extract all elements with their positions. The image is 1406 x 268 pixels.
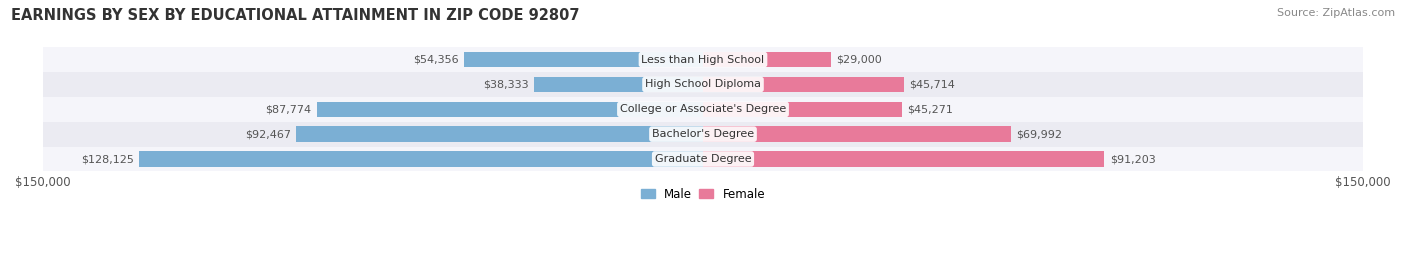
- Legend: Male, Female: Male, Female: [636, 183, 770, 205]
- Bar: [139, 151, 703, 167]
- Bar: [703, 126, 1011, 142]
- Bar: [42, 122, 1364, 147]
- Text: $45,271: $45,271: [907, 104, 953, 114]
- Text: $92,467: $92,467: [245, 129, 291, 139]
- Bar: [297, 126, 703, 142]
- Bar: [703, 102, 903, 117]
- Bar: [534, 77, 703, 92]
- Bar: [42, 147, 1364, 172]
- Bar: [703, 151, 1104, 167]
- Text: Source: ZipAtlas.com: Source: ZipAtlas.com: [1277, 8, 1395, 18]
- Text: $69,992: $69,992: [1017, 129, 1063, 139]
- Text: $29,000: $29,000: [837, 55, 882, 65]
- Bar: [316, 102, 703, 117]
- Text: EARNINGS BY SEX BY EDUCATIONAL ATTAINMENT IN ZIP CODE 92807: EARNINGS BY SEX BY EDUCATIONAL ATTAINMEN…: [11, 8, 579, 23]
- Text: Bachelor's Degree: Bachelor's Degree: [652, 129, 754, 139]
- Text: $128,125: $128,125: [82, 154, 134, 164]
- Bar: [42, 72, 1364, 97]
- Bar: [42, 97, 1364, 122]
- Text: $38,333: $38,333: [484, 79, 529, 90]
- Text: $87,774: $87,774: [266, 104, 311, 114]
- Text: $45,714: $45,714: [910, 79, 955, 90]
- Text: $54,356: $54,356: [413, 55, 458, 65]
- Text: $91,203: $91,203: [1109, 154, 1156, 164]
- Bar: [703, 52, 831, 67]
- Bar: [464, 52, 703, 67]
- Text: College or Associate's Degree: College or Associate's Degree: [620, 104, 786, 114]
- Text: Graduate Degree: Graduate Degree: [655, 154, 751, 164]
- Bar: [42, 47, 1364, 72]
- Bar: [703, 77, 904, 92]
- Text: Less than High School: Less than High School: [641, 55, 765, 65]
- Text: High School Diploma: High School Diploma: [645, 79, 761, 90]
